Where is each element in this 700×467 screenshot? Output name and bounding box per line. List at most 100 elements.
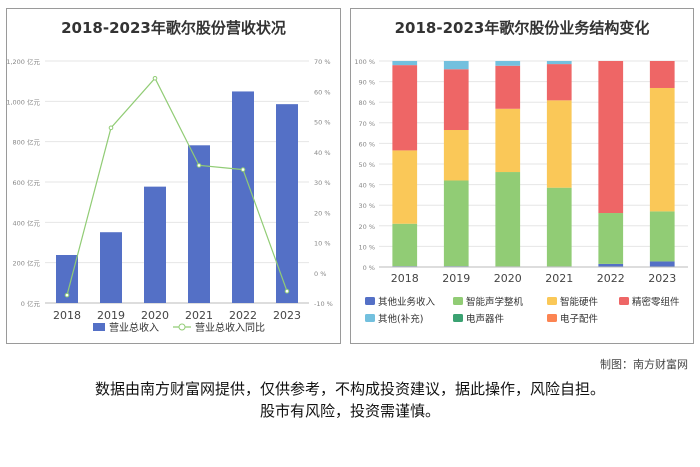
y-tick-label: 90 % <box>358 79 375 87</box>
revenue-bar <box>100 232 122 303</box>
legend-label: 精密零组件 <box>632 296 680 308</box>
x-tick-label: 2022 <box>229 309 257 322</box>
stack-segment <box>598 61 624 214</box>
stack-segment <box>392 223 418 267</box>
y-right-tick-label: 40 % <box>314 149 331 157</box>
x-tick-label: 2019 <box>442 272 470 285</box>
x-tick-label: 2019 <box>97 309 125 322</box>
x-tick-label: 2023 <box>648 272 676 285</box>
legend-label: 智能声学整机 <box>466 296 524 308</box>
y-left-tick-label: 600 亿元 <box>13 178 41 187</box>
y-left-tick-label: 1,200 亿元 <box>7 57 40 66</box>
stack-segment <box>649 261 675 267</box>
y-right-tick-label: -10 % <box>314 300 333 308</box>
stack-segment <box>443 180 469 267</box>
x-tick-label: 2020 <box>141 309 169 322</box>
yoy-point <box>284 288 290 294</box>
yoy-point <box>64 292 70 298</box>
stack-segment <box>598 263 624 267</box>
legend-swatch <box>365 297 375 305</box>
x-tick-label: 2021 <box>545 272 573 285</box>
yoy-line <box>66 77 288 296</box>
y-tick-label: 100 % <box>354 58 375 66</box>
y-right-tick-label: 20 % <box>314 209 331 217</box>
revenue-bar <box>232 91 254 304</box>
y-left-tick-label: 400 亿元 <box>13 218 41 227</box>
y-left-tick-label: 200 亿元 <box>13 259 41 268</box>
stack-segment <box>495 65 521 109</box>
stack-segment <box>443 69 469 131</box>
legend-yoy-marker <box>178 323 186 331</box>
chart-credit: 制图：南方财富网 <box>600 358 688 371</box>
revenue-chart-title: 2018-2023年歌尔股份营收状况 <box>61 19 286 37</box>
stack-segment <box>546 61 572 65</box>
legend-label: 其他(补充) <box>378 313 423 325</box>
x-tick-label: 2018 <box>53 309 81 322</box>
legend-swatch <box>453 314 463 322</box>
x-tick-label: 2021 <box>185 309 213 322</box>
y-right-tick-label: 50 % <box>314 119 331 127</box>
y-left-tick-label: 1,000 亿元 <box>7 97 40 106</box>
y-right-tick-label: 10 % <box>314 240 331 248</box>
stack-segment <box>495 108 521 173</box>
structure-chart-panel: 2018-2023年歌尔股份业务结构变化 0 % 10 % 20 % 30 % 40 %… <box>350 8 694 344</box>
stack-segment <box>546 64 572 101</box>
y-tick-label: 80 % <box>358 99 375 107</box>
legend-swatch <box>547 297 557 305</box>
y-right-tick-label: 30 % <box>314 179 331 187</box>
disclaimer: 数据由南方财富网提供，仅供参考，不构成投资建议，据此操作，风险自担。 股市有风险… <box>0 378 700 422</box>
y-tick-label: 50 % <box>358 161 375 169</box>
legend-label: 智能硬件 <box>560 296 599 308</box>
disclaimer-line-2: 股市有风险，投资需谨慎。 <box>259 402 440 420</box>
stack-segment <box>392 65 418 151</box>
legend-revenue-label: 营业总收入 <box>109 321 159 334</box>
y-right-tick-label: 60 % <box>314 88 331 96</box>
stack-segment <box>443 130 469 181</box>
revenue-chart-panel: 2018-2023年歌尔股份营收状况 0 亿元 200 亿元 400 亿元 600 亿… <box>6 8 341 344</box>
legend-label: 其他业务收入 <box>378 296 436 308</box>
legend-swatch <box>365 314 375 322</box>
legend-swatch <box>453 297 463 305</box>
stack-segment <box>546 187 572 267</box>
y-tick-label: 30 % <box>358 202 375 210</box>
y-right-tick-label: 70 % <box>314 58 331 66</box>
x-tick-label: 2023 <box>273 309 301 322</box>
stack-segment <box>495 61 521 66</box>
revenue-bar <box>56 255 78 303</box>
x-tick-label: 2020 <box>494 272 522 285</box>
y-tick-label: 60 % <box>358 140 375 148</box>
y-tick-label: 0 % <box>363 264 375 272</box>
yoy-point <box>196 163 202 168</box>
stack-segment <box>649 61 675 88</box>
x-tick-label: 2022 <box>597 272 625 285</box>
y-tick-label: 70 % <box>358 120 375 128</box>
revenue-chart: 0 亿元 200 亿元 400 亿元 600 亿元 800 亿元 1,000 亿元 1,20… <box>7 57 333 334</box>
revenue-bar <box>144 186 166 303</box>
y-left-tick-label: 0 亿元 <box>21 299 41 308</box>
y-left-tick-label: 800 亿元 <box>13 138 41 147</box>
stack-segment <box>495 172 521 267</box>
legend-label: 电子配件 <box>560 313 599 325</box>
y-right-tick-label: 0 % <box>314 270 326 278</box>
legend-label: 电声器件 <box>466 313 505 325</box>
legend-swatch <box>619 297 629 305</box>
yoy-point <box>240 167 246 172</box>
legend-swatch <box>547 314 557 322</box>
y-tick-label: 20 % <box>358 223 375 231</box>
legend-yoy-label: 营业总收入同比 <box>195 321 265 334</box>
structure-chart-title: 2018-2023年歌尔股份业务结构变化 <box>394 19 650 37</box>
x-tick-label: 2018 <box>391 272 419 285</box>
stack-segment <box>392 150 418 224</box>
stack-segment <box>649 87 675 212</box>
stack-segment <box>649 211 675 262</box>
legend-revenue-swatch <box>93 323 105 331</box>
y-tick-label: 10 % <box>358 243 375 251</box>
structure-chart: 0 % 10 % 20 % 30 % 40 % 50 % 60 % 70 % 80 % 90 % 1… <box>354 58 688 325</box>
stack-segment <box>392 61 418 66</box>
disclaimer-line-1: 数据由南方财富网提供，仅供参考，不构成投资建议，据此操作，风险自担。 <box>94 380 605 398</box>
stack-segment <box>546 100 572 188</box>
yoy-point <box>108 125 114 131</box>
stack-segment <box>598 213 624 264</box>
stack-segment <box>443 61 469 70</box>
revenue-bar <box>276 104 298 303</box>
